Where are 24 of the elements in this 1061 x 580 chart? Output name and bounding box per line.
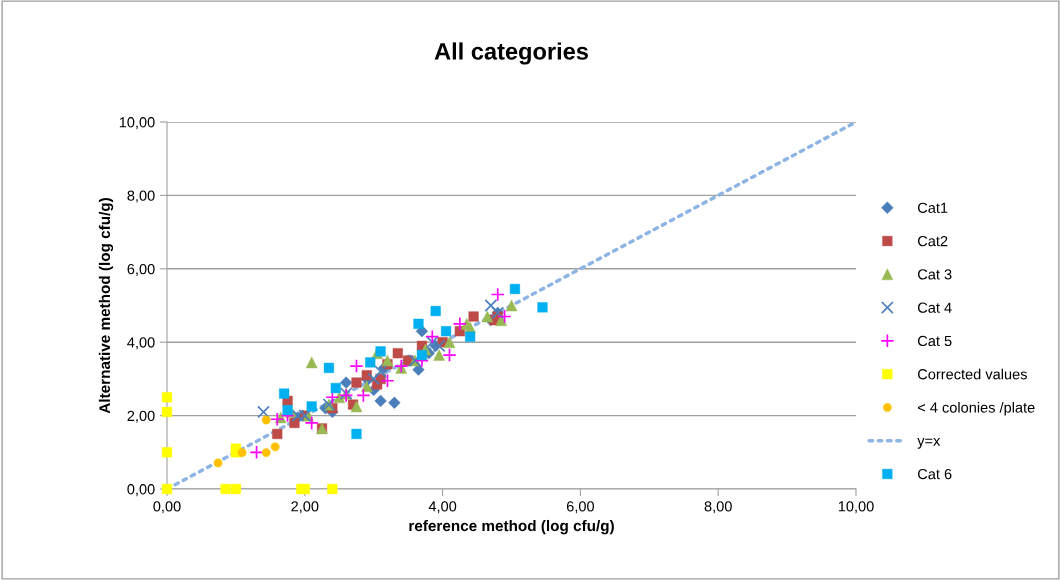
legend-label: Cat 6 bbox=[917, 468, 952, 480]
x-axis-title: reference method (log cfu/g) bbox=[409, 519, 614, 535]
x-tick-label: 4,00 bbox=[428, 501, 457, 514]
y-tick-label: 6,00 bbox=[127, 263, 155, 276]
legend-label: Corrected values bbox=[917, 368, 1027, 380]
x-tick-label: 0,00 bbox=[153, 501, 181, 514]
x-tick-label: 10,00 bbox=[838, 501, 874, 514]
legend-label: Cat1 bbox=[917, 202, 948, 213]
legend-label: Cat 3 bbox=[917, 269, 952, 280]
y-axis-title: Alternative method (log cfu/g) bbox=[98, 198, 114, 414]
legend-label: Cat 5 bbox=[917, 335, 952, 347]
x-tick-label: 2,00 bbox=[291, 501, 319, 514]
x-tick-label: 6,00 bbox=[566, 501, 595, 514]
y-tick-label: 0,00 bbox=[127, 484, 155, 497]
y-tick-label: 10,00 bbox=[119, 117, 155, 130]
legend-label: y=x bbox=[917, 438, 941, 449]
y-tick-label: 4,00 bbox=[127, 337, 155, 350]
y-tick-label: 2,00 bbox=[127, 410, 155, 423]
chart-title: All categories bbox=[434, 42, 588, 65]
legend-label: < 4 colonies /plate bbox=[917, 401, 1035, 416]
y-tick-label: 8,00 bbox=[127, 190, 155, 203]
legend-label: Cat2 bbox=[917, 235, 948, 247]
x-tick-label: 8,00 bbox=[704, 501, 732, 514]
legend-label: Cat 4 bbox=[917, 302, 952, 313]
